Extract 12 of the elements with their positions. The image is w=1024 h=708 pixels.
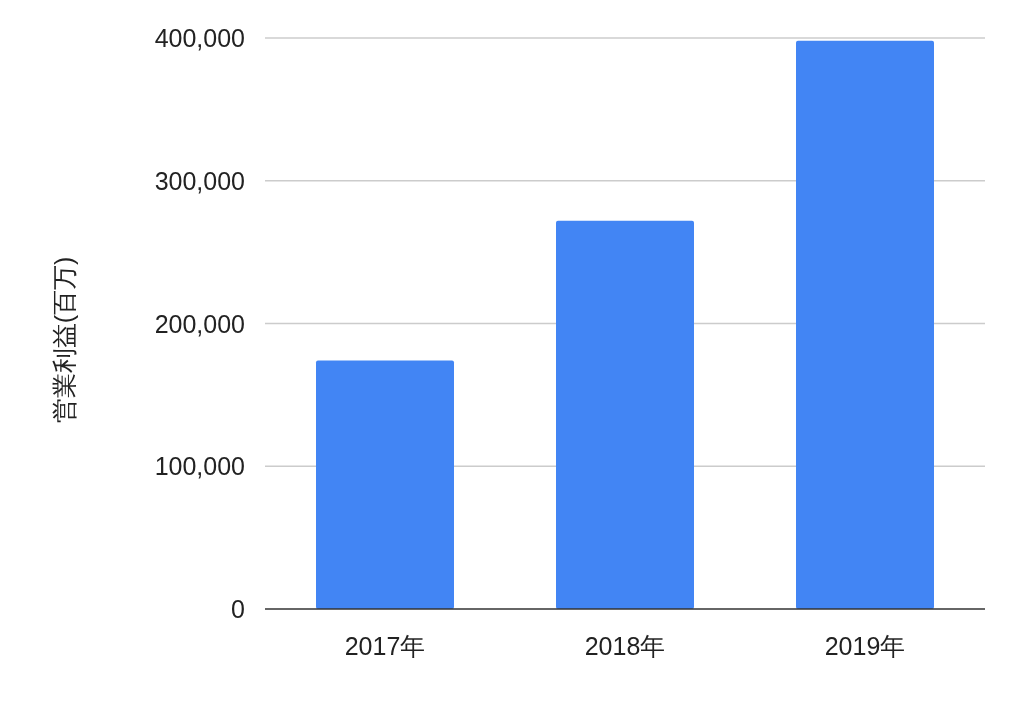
y-tick-label: 300,000 xyxy=(154,166,245,195)
bar xyxy=(556,220,694,609)
x-tick-label: 2017年 xyxy=(344,632,426,660)
bar xyxy=(316,360,454,609)
y-tick-label: 200,000 xyxy=(154,309,245,338)
x-tick-label: 2019年 xyxy=(824,632,906,660)
y-tick-label: 100,000 xyxy=(154,452,245,481)
y-axis-title: 営業利益(百万) xyxy=(50,256,78,424)
bar xyxy=(796,40,934,609)
y-tick-label: 0 xyxy=(231,595,245,623)
y-tick-label: 400,000 xyxy=(154,24,245,52)
x-tick-label: 2018年 xyxy=(584,632,666,660)
